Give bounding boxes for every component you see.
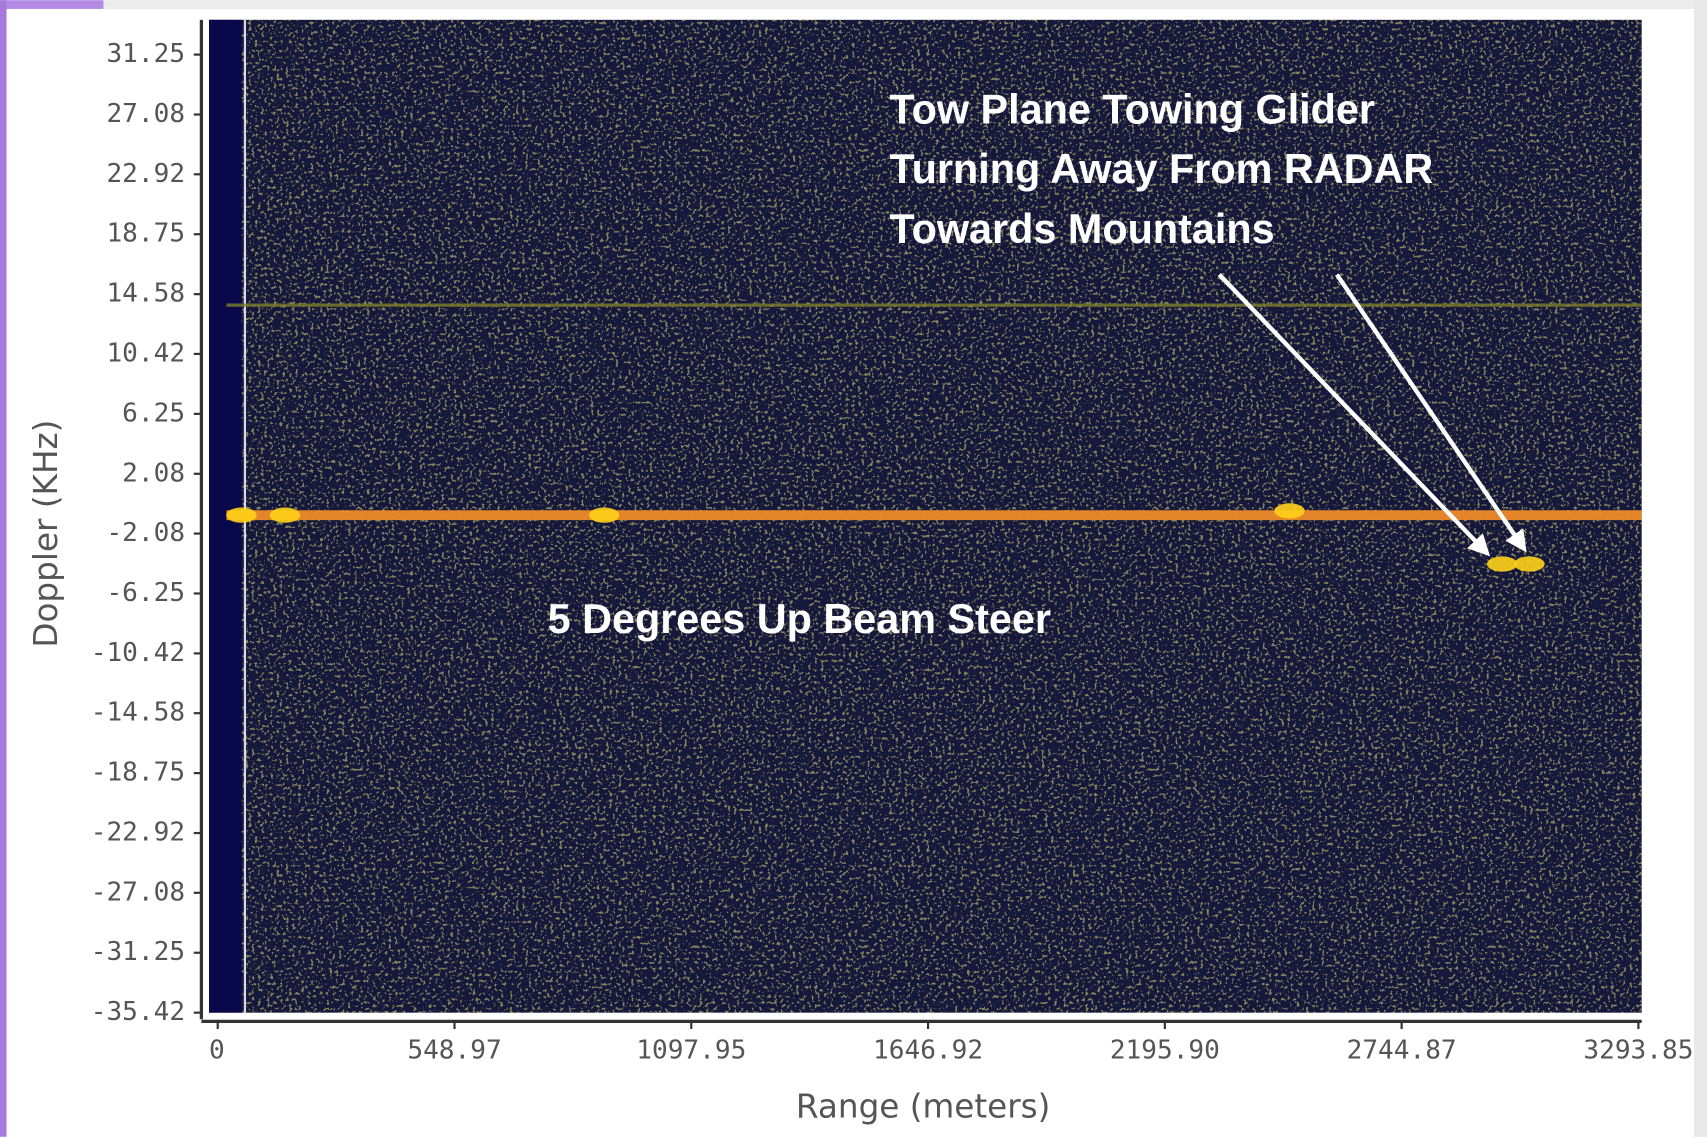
x-tick-label: 1646.92 <box>873 1035 983 1065</box>
chart: Range (meters) Doppler (KHz) Tow Plane T… <box>0 0 1707 1137</box>
x-tick-label: 548.97 <box>407 1035 501 1065</box>
x-tick-label: 2744.87 <box>1347 1035 1457 1065</box>
x-tick-label: 2195.90 <box>1110 1035 1220 1065</box>
y-tick-label: -2.08 <box>106 518 185 548</box>
annotation: 5 Degrees Up Beam Steer <box>548 596 1051 642</box>
left-strip <box>0 0 7 1137</box>
y-tick-label: 14.58 <box>106 279 185 309</box>
y-tick-label: 2.08 <box>122 458 185 488</box>
top-strip <box>0 0 1707 9</box>
y-tick-label: -10.42 <box>91 638 185 668</box>
y-tick-label: 27.08 <box>106 99 185 129</box>
y-tick-label: 18.75 <box>106 219 185 249</box>
y-tick-label: -27.08 <box>91 877 185 907</box>
y-tick-label: -18.75 <box>91 758 185 788</box>
y-tick-label: 22.92 <box>106 159 185 189</box>
x-tick-label: 3293.85 <box>1583 1035 1693 1065</box>
detection <box>589 508 619 523</box>
annotation: Tow Plane Towing Glider <box>889 86 1375 132</box>
detection <box>1514 556 1544 571</box>
x-axis-title: Range (meters) <box>796 1087 1050 1125</box>
detection <box>1487 556 1517 571</box>
y-tick-label: -6.25 <box>106 578 185 608</box>
y-tick-label: -14.58 <box>91 698 185 728</box>
x-tick-label: 1097.95 <box>636 1035 746 1065</box>
page: {"chart_data": { "type": "scatter", "x_l… <box>0 0 1707 1137</box>
right-strip <box>1694 0 1707 1137</box>
annotation: Turning Away From RADAR <box>889 146 1433 192</box>
y-tick-label: 6.25 <box>122 398 185 428</box>
y-tick-label: -31.25 <box>91 937 185 967</box>
annotation: Towards Mountains <box>889 206 1274 252</box>
y-axis-title: Doppler (KHz) <box>27 420 65 648</box>
x-tick-label: 0 <box>209 1035 225 1065</box>
y-tick-label: 31.25 <box>106 39 185 69</box>
y-tick-label: 10.42 <box>106 338 185 368</box>
y-tick-label: -22.92 <box>91 818 185 848</box>
corner-strip <box>0 0 103 9</box>
detection <box>1274 503 1304 518</box>
detection <box>270 508 300 523</box>
y-tick-label: -35.42 <box>91 997 185 1027</box>
detection <box>226 508 256 523</box>
